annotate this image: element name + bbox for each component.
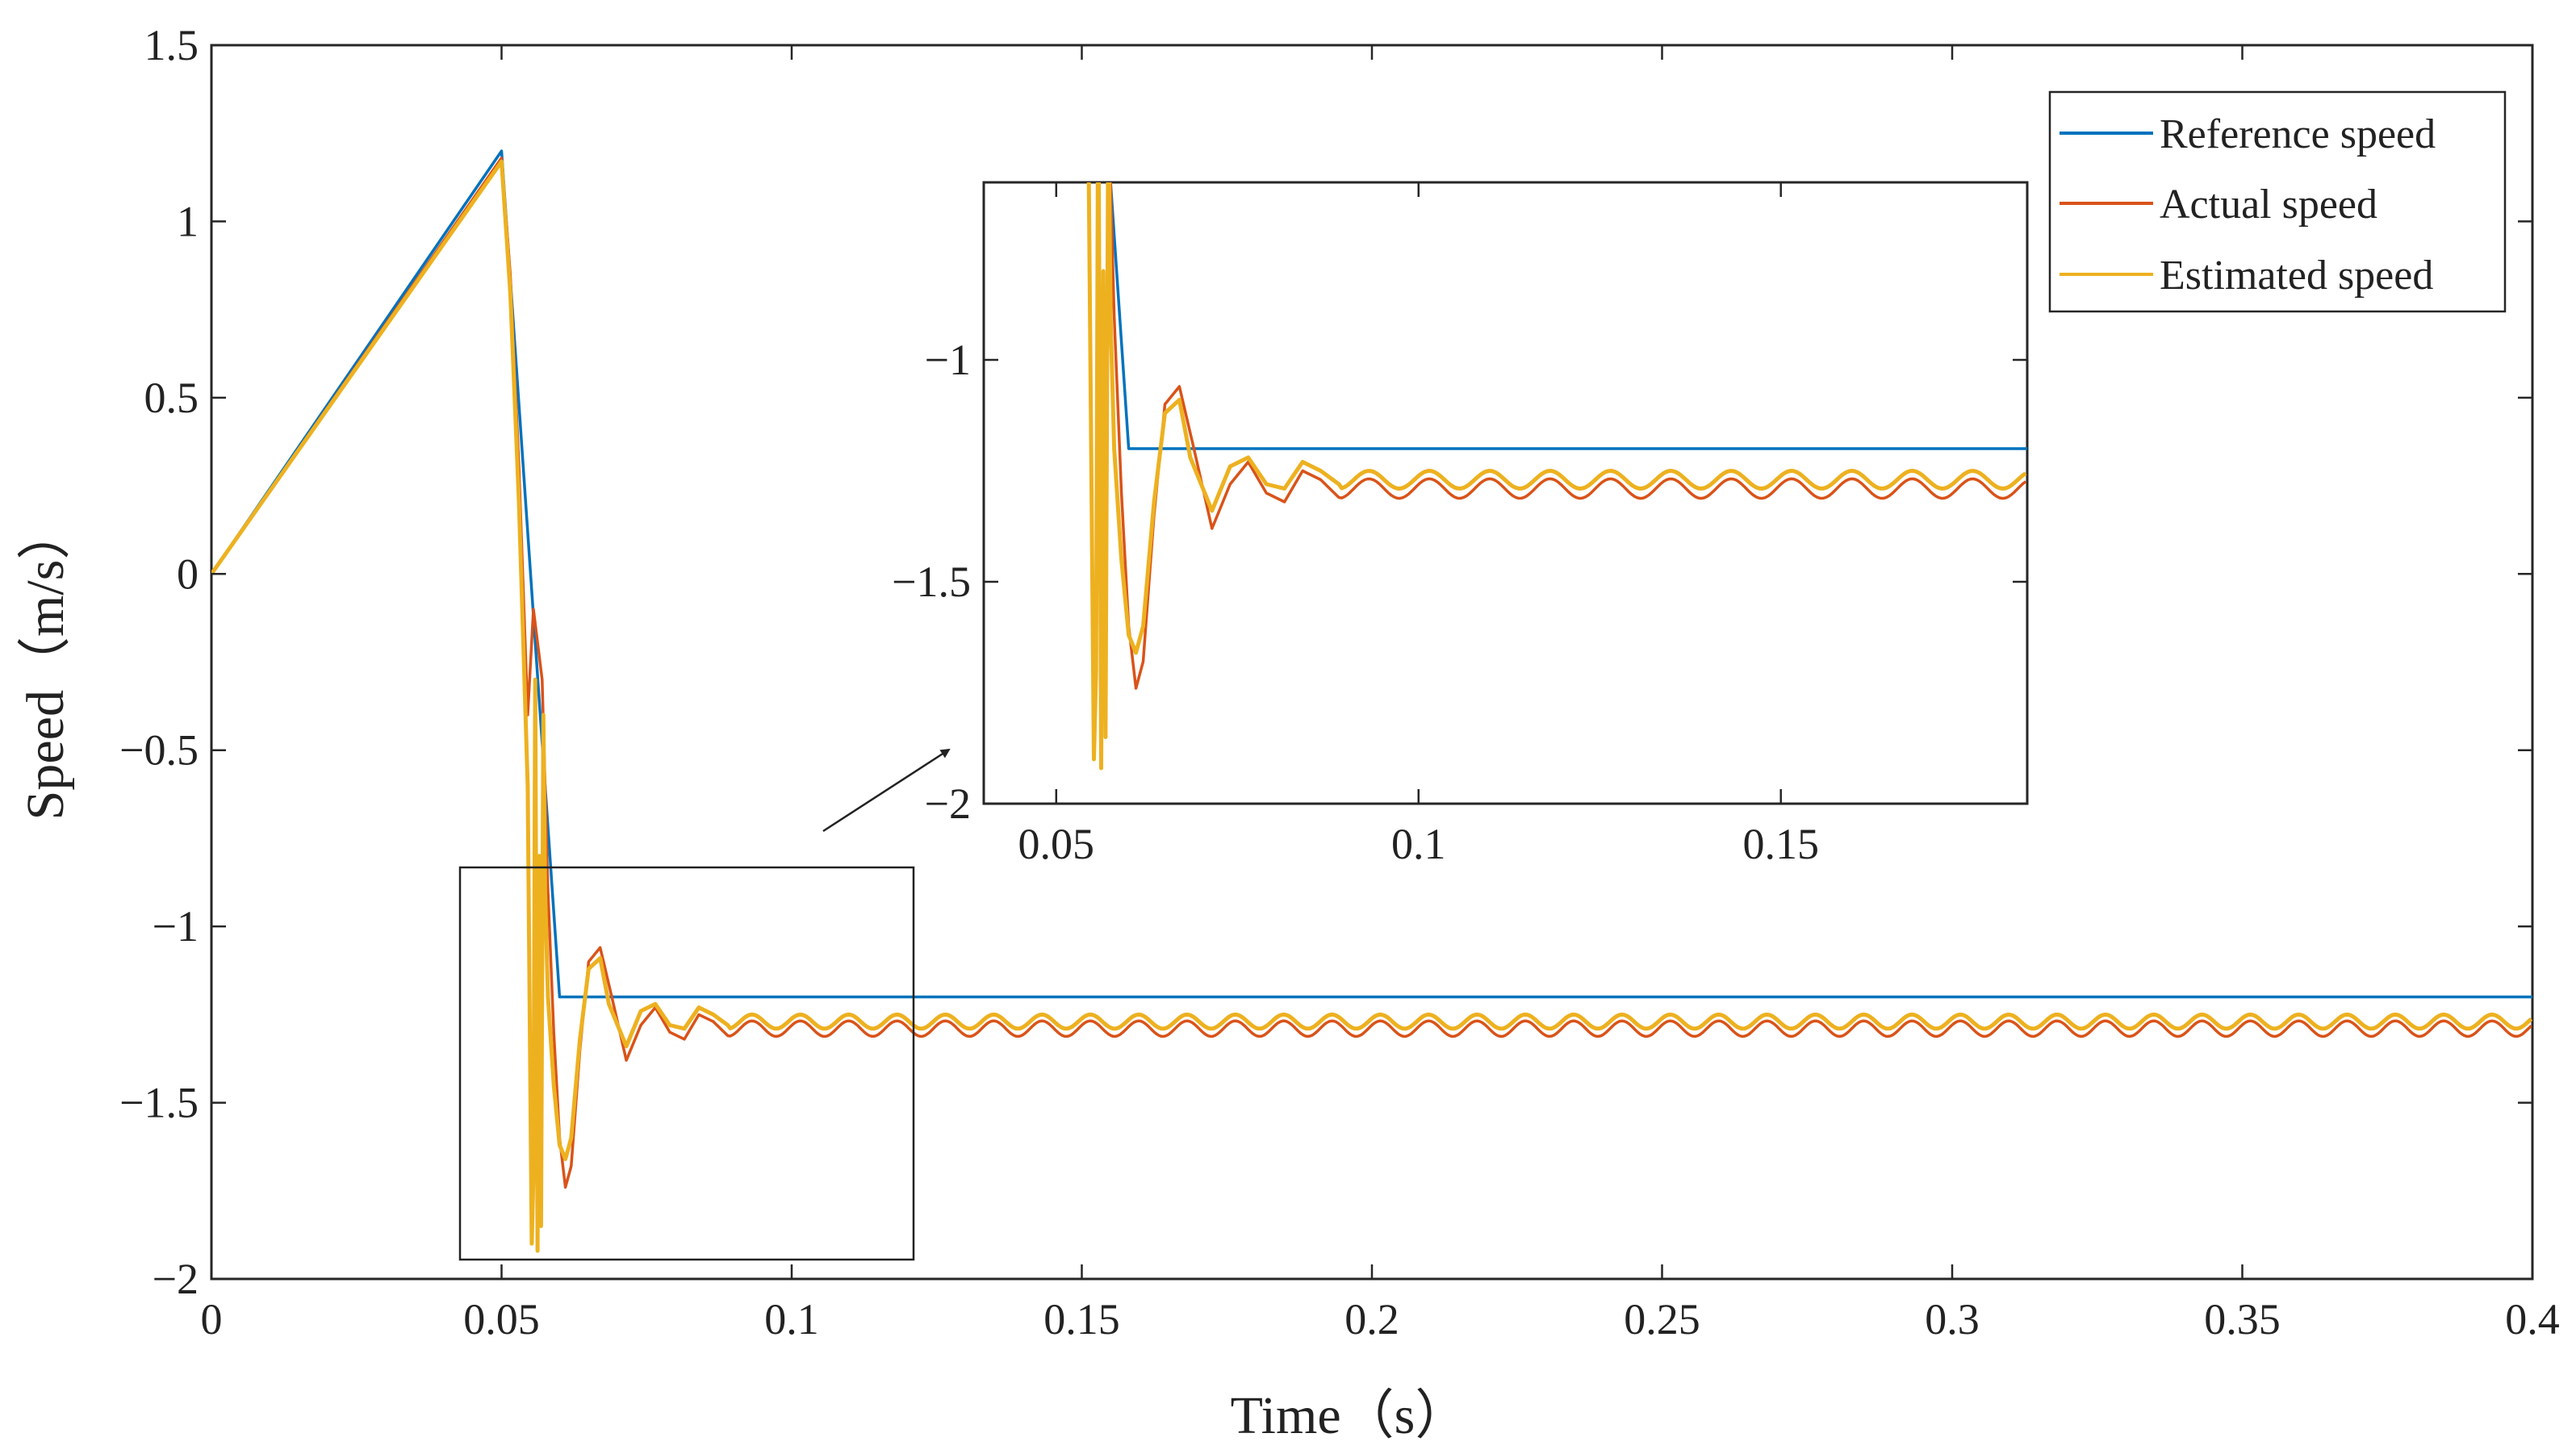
main-y-tick-label: −0.5 [119, 726, 199, 775]
main-y-tick-label: −1.5 [119, 1079, 199, 1127]
zoom-arrow [822, 748, 951, 833]
inset-y-axis: −1 −1.5 −2 [892, 336, 2027, 828]
main-y-tick-label: 1 [177, 197, 199, 245]
main-x-tick-label: 0.05 [463, 1295, 540, 1343]
main-y-tick-label: 1.5 [144, 21, 199, 69]
main-y-axis: 1.5 1 0.5 0 −0.5 −1 −1.5 −2 [119, 21, 2532, 1303]
inset-x-tick-label: 0.1 [1391, 820, 1446, 868]
series-line-actual-speed [1109, 182, 2027, 690]
y-axis-label: Speed（m/s） [16, 507, 75, 821]
legend-label-estimated: Estimated speed [2160, 253, 2433, 299]
main-y-tick-label: −2 [153, 1255, 199, 1303]
series-line-reference-speed [211, 149, 2532, 999]
main-x-axis: 0 0.05 0.1 0.15 0.2 0.25 0.3 0.35 0.4 [201, 45, 2560, 1343]
legend-label-actual: Actual speed [2160, 182, 2377, 228]
legend-label-reference: Reference speed [2160, 111, 2436, 157]
main-series-group [211, 149, 2532, 1253]
main-x-tick-label: 0.35 [2204, 1295, 2281, 1343]
main-x-tick-label: 0.3 [1925, 1295, 1980, 1343]
inset-x-tick-label: 0.05 [1018, 820, 1095, 868]
series-line-estimated-speed [1086, 182, 2027, 771]
zoom-region-box [458, 866, 915, 1261]
x-axis-label: Time（s） [1231, 1386, 1469, 1445]
inset-y-tick-label: −1 [925, 336, 971, 384]
main-y-tick-label: −1 [153, 902, 199, 951]
inset-plot-frame [982, 181, 2029, 805]
main-x-tick-label: 0.2 [1344, 1295, 1399, 1343]
main-x-tick-label: 0 [201, 1295, 223, 1343]
inset-x-tick-label: 0.15 [1742, 820, 1819, 868]
inset-series-group [1086, 182, 2027, 771]
inset-plot-area: 0.05 0.1 0.15 −1 −1.5 −2 [892, 181, 2029, 868]
main-x-tick-label: 0.4 [2505, 1295, 2560, 1343]
series-line-actual-speed [211, 157, 2532, 1189]
main-x-tick-label: 0.15 [1043, 1295, 1120, 1343]
inset-y-tick-label: −1.5 [892, 558, 971, 606]
main-x-tick-label: 0.25 [1624, 1295, 1700, 1343]
main-y-tick-label: 0.5 [144, 374, 199, 422]
inset-y-tick-label: −2 [925, 779, 971, 828]
main-y-tick-label: 0 [177, 549, 199, 598]
inset-x-axis: 0.05 0.1 0.15 [1018, 182, 1819, 868]
series-line-estimated-speed [211, 159, 2532, 1253]
main-x-tick-label: 0.1 [764, 1295, 819, 1343]
legend: Reference speed Actual speed Estimated s… [2048, 90, 2507, 313]
